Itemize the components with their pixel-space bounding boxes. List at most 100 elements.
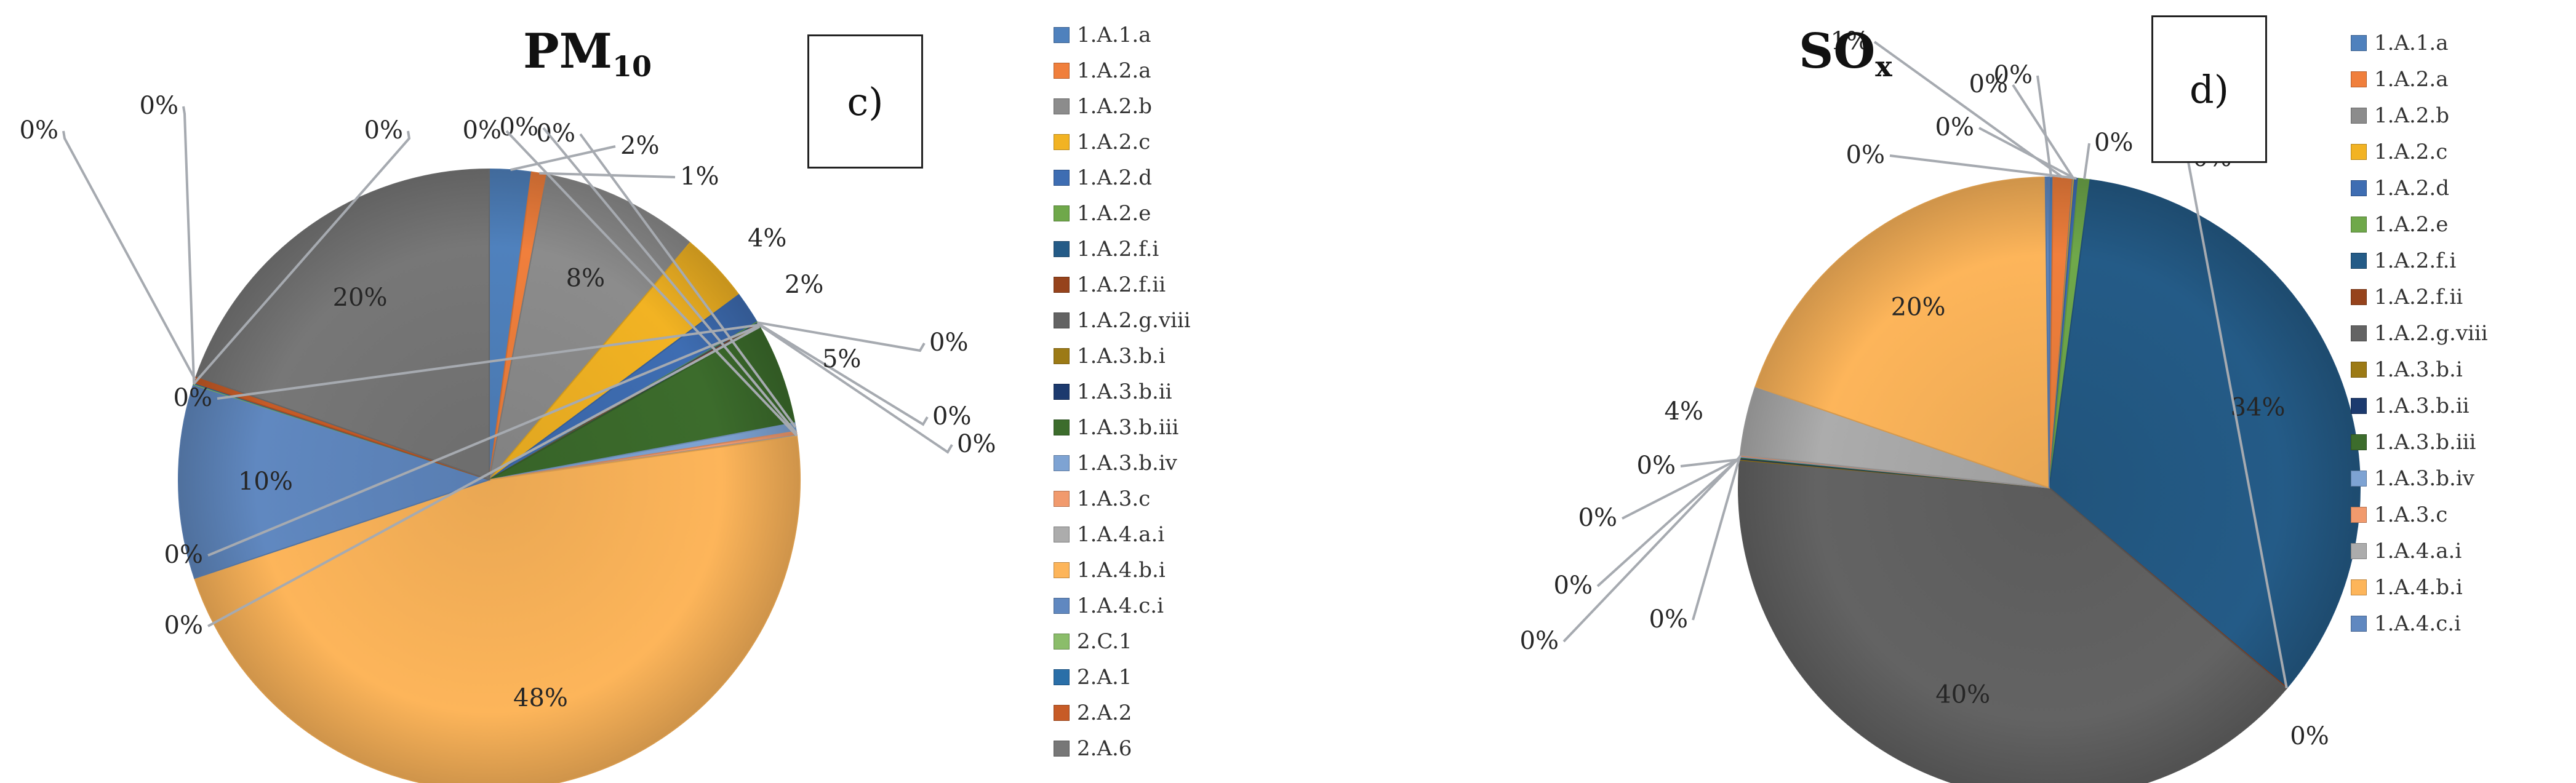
pm10-data-label: 2% — [620, 132, 659, 160]
pm10-chart-title: PM10 — [523, 23, 652, 83]
legend-swatch — [1054, 134, 1070, 150]
pm10-slice-1.A.4.c.i — [178, 383, 492, 579]
legend-item: 1.A.2.f.i — [1054, 231, 1191, 267]
sox-leader-line — [1692, 455, 1742, 621]
sox-leader-line — [1562, 455, 1742, 643]
pm10-data-label: 0% — [932, 402, 971, 431]
legend-swatch — [1054, 63, 1070, 79]
legend-label: 1.A.2.e — [1077, 201, 1151, 226]
legend-label: 1.A.1.a — [2374, 30, 2449, 55]
legend-swatch — [1054, 384, 1070, 400]
legend-label: 1.A.2.f.ii — [1077, 272, 1166, 297]
legend-swatch — [2351, 361, 2367, 378]
legend-label: 1.A.1.a — [1077, 23, 1151, 47]
legend-item: 1.A.3.c — [1054, 481, 1191, 517]
pm10-data-label: 0% — [500, 113, 538, 141]
legend-swatch — [2351, 397, 2367, 414]
pm10-data-label: 5% — [822, 345, 861, 373]
sox-leader-line — [1596, 456, 1741, 587]
sox-pie-chart: 0%1%0%0%0%0%34%0%40%0%0%0%0%0%4%20%0% — [1520, 27, 2361, 783]
legend-item: 1.A.3.b.ii — [2351, 388, 2488, 424]
sox-slice-1.A.2.g.viii — [1738, 459, 2287, 783]
pm10-data-label: 0% — [174, 384, 212, 412]
legend-swatch — [1054, 27, 1070, 43]
legend-swatch — [2351, 216, 2367, 233]
sox-legend: 1.A.1.a 1.A.2.a 1.A.2.b 1.A.2.c 1.A.2.d 1.A.2… — [2351, 25, 2488, 642]
legend-item: 1.A.2.e — [2351, 206, 2488, 242]
legend-swatch — [2351, 143, 2367, 160]
sox-leader-line — [2012, 84, 2074, 179]
legend-label: 1.A.4.b.i — [1077, 558, 1166, 582]
pm10-slice-2.A.6 — [195, 168, 490, 481]
sox-data-label: 0% — [1649, 605, 1688, 634]
legend-item: 1.A.2.d — [2351, 170, 2488, 206]
legend-swatch — [2351, 34, 2367, 51]
pm10-data-label: 20% — [333, 284, 388, 312]
legend-label: 1.A.4.b.i — [2374, 574, 2463, 600]
legend-item: 1.A.2.e — [1054, 196, 1191, 231]
legend-swatch — [1054, 741, 1070, 757]
legend-swatch — [1054, 527, 1070, 543]
sox-data-label: 40% — [1935, 680, 1990, 709]
legend-label: 1.A.2.g.viii — [2374, 320, 2488, 346]
legend-swatch — [1054, 598, 1070, 614]
legend-label: 1.A.3.c — [2374, 502, 2448, 527]
legend-item: 1.A.2.f.i — [2351, 242, 2488, 279]
legend-label: 1.A.2.a — [1077, 58, 1151, 83]
sox-data-label: 20% — [1891, 293, 1946, 321]
legend-swatch — [1054, 634, 1070, 650]
pm10-leader-line — [539, 172, 676, 178]
legend-label: 1.A.4.a.i — [1077, 522, 1165, 547]
legend-label: 1.A.3.b.iv — [1077, 451, 1177, 475]
legend-item: 1.A.3.b.iv — [2351, 460, 2488, 496]
sox-slice-1.A.4.c.i — [2044, 176, 2050, 488]
legend-label: 1.A.2.f.i — [2374, 248, 2457, 273]
legend-swatch — [1054, 562, 1070, 578]
legend-item: 1.A.3.b.iv — [1054, 445, 1191, 481]
legend-item: 1.A.1.a — [2351, 25, 2488, 61]
legend-swatch — [1054, 669, 1070, 685]
pm10-pie-chart: 2%1%8%4%2%0%0%0%0%0%0%5%0%0%0%48%10%0%0%… — [20, 92, 996, 783]
sox-slice-1.A.2.f.i — [2048, 179, 2361, 689]
pm10-leader-line — [62, 130, 196, 380]
pm10-leader-line — [757, 321, 926, 352]
legend-item: 2.C.1 — [1054, 624, 1191, 659]
pm10-leader-line — [207, 325, 761, 627]
legend-label: 1.A.2.g.viii — [1077, 308, 1191, 333]
sox-leader-line — [2186, 158, 2288, 689]
legend-label: 1.A.3.b.iv — [2374, 466, 2474, 491]
pm10-leader-line — [579, 133, 797, 428]
legend-item: 2.A.1 — [1054, 659, 1191, 695]
pm10-data-label: 0% — [20, 116, 58, 145]
sox-data-label: 0% — [1935, 113, 1974, 141]
legend-item: 1.A.3.b.iii — [1054, 410, 1191, 445]
legend-item: 1.A.2.f.ii — [1054, 267, 1191, 303]
legend-swatch — [2351, 579, 2367, 595]
legend-label: 1.A.4.c.i — [1077, 594, 1164, 618]
legend-item: 1.A.3.c — [2351, 496, 2488, 533]
legend-item: 1.A.4.b.i — [2351, 569, 2488, 605]
legend-item: 1.A.2.b — [1054, 89, 1191, 124]
legend-item: 1.A.2.f.ii — [2351, 279, 2488, 315]
legend-item: 1.A.2.g.viii — [1054, 303, 1191, 338]
legend-item: 1.A.2.c — [1054, 124, 1191, 160]
legend-swatch — [1054, 455, 1070, 471]
sox-data-label: 0% — [2094, 129, 2133, 157]
panel-label-c: c) — [807, 34, 923, 169]
pm10-data-label: 1% — [680, 162, 719, 191]
sox-leader-line — [1622, 457, 1741, 520]
legend-item: 1.A.3.b.ii — [1054, 374, 1191, 410]
sox-leader-line — [2036, 75, 2053, 178]
pm10-leader-line — [505, 130, 798, 437]
legend-label: 1.A.3.b.ii — [1077, 380, 1172, 404]
pm10-leader-line — [757, 322, 929, 426]
pm10-data-label: 48% — [513, 684, 568, 712]
legend-item: 1.A.2.c — [2351, 133, 2488, 170]
legend-swatch — [2351, 434, 2367, 450]
legend-swatch — [1054, 491, 1070, 507]
legend-swatch — [2351, 71, 2367, 87]
legend-swatch — [2351, 506, 2367, 523]
legend-item: 1.A.4.c.i — [1054, 588, 1191, 624]
sox-leader-line — [1680, 458, 1740, 467]
legend-item: 1.A.3.b.i — [1054, 338, 1191, 374]
